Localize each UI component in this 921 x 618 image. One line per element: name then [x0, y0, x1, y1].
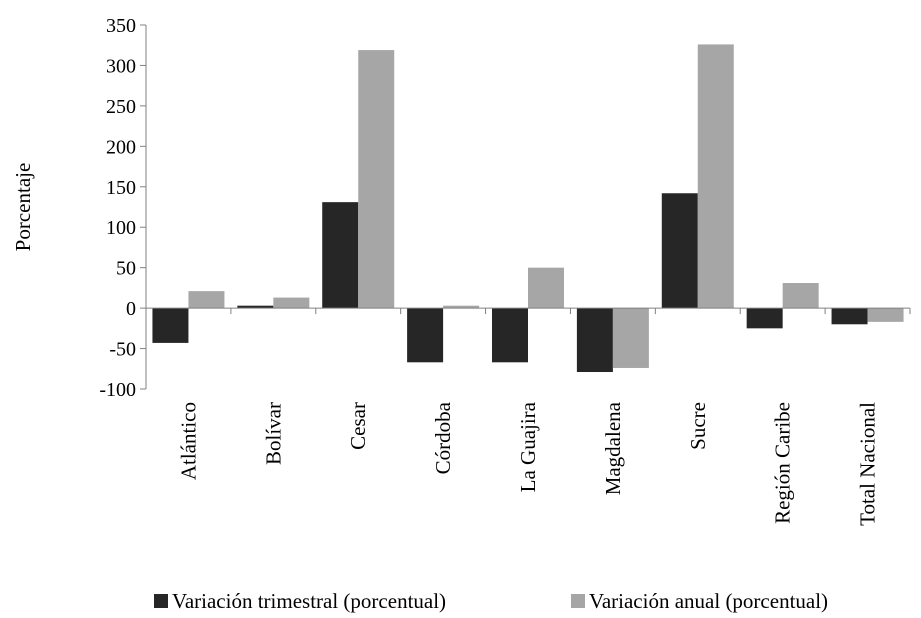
bar-anual: [867, 308, 904, 322]
y-tick-label: 0: [126, 298, 136, 320]
bar-anual: [612, 308, 649, 368]
bar-anual: [273, 297, 310, 309]
bar-trimestral: [746, 308, 783, 329]
y-tick-label: 50: [116, 258, 136, 280]
legend: Variación trimestral (porcentual) Variaci…: [154, 589, 828, 613]
y-tick-label: -50: [109, 339, 136, 361]
bars: [152, 44, 904, 373]
x-category-label: Córdoba: [431, 401, 455, 474]
x-category-label: Bolívar: [261, 402, 285, 465]
bar-trimestral: [407, 308, 444, 363]
bar-trimestral: [492, 308, 528, 363]
legend-swatch: [154, 594, 168, 608]
x-category-label: Total Nacional: [856, 402, 880, 526]
y-axis-title: Porcentaje: [11, 163, 35, 252]
y-axis: -100 -50 0 50 100 150 200 250 300 350: [99, 15, 147, 401]
y-tick-label: 250: [106, 96, 136, 118]
x-axis: Atlántico Bolívar Cesar Córdoba La Guajira Ma…: [145, 307, 911, 526]
bar-trimestral: [576, 308, 613, 373]
x-category-label: La Guajira: [516, 401, 540, 492]
y-tick-label: 150: [106, 177, 136, 199]
y-tick-label: 200: [106, 136, 136, 158]
bar-trimestral: [152, 308, 189, 343]
y-tick-label: 100: [106, 217, 136, 239]
x-category-label: Sucre: [686, 402, 710, 450]
bar-anual: [782, 283, 819, 309]
bar-trimestral: [831, 308, 868, 325]
y-tick-label: 350: [106, 15, 136, 37]
y-tick-label: -100: [99, 379, 136, 401]
bar-trimestral: [237, 305, 274, 309]
x-category-label: Región Caribe: [771, 402, 795, 524]
x-category-label: Cesar: [346, 402, 370, 450]
bar-anual: [697, 44, 734, 309]
legend-label: Variación trimestral (porcentual): [172, 589, 446, 613]
bar-anual: [443, 305, 480, 309]
bar-anual: [188, 291, 225, 309]
legend-label: Variación anual (porcentual): [589, 589, 828, 613]
x-category-label: Atlántico: [176, 402, 200, 480]
legend-swatch: [571, 594, 585, 608]
y-tick-label: 300: [106, 55, 136, 77]
bar-trimestral: [661, 193, 698, 309]
bar-anual: [528, 267, 564, 309]
bar-trimestral: [322, 202, 359, 309]
x-category-label: Magdalena: [601, 401, 625, 495]
bar-anual: [358, 50, 395, 309]
